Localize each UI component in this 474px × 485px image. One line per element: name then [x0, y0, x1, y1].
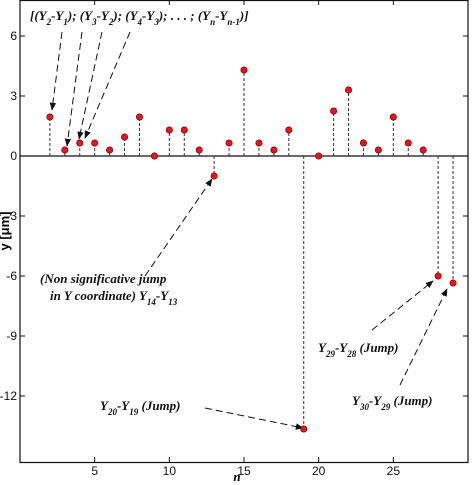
- stem-marker: [419, 146, 427, 154]
- stem-marker: [404, 139, 412, 147]
- annotation-part: )]: [239, 8, 249, 23]
- stem-marker: [330, 107, 338, 115]
- y-tick-label: 6: [10, 29, 17, 43]
- annotation-part: 13: [168, 297, 178, 307]
- stem-marker: [240, 66, 248, 74]
- stem-marker: [106, 146, 114, 154]
- y-tick-label: -9: [6, 329, 17, 343]
- annotation-part: 1: [63, 17, 68, 27]
- y-tick-label: 3: [10, 89, 17, 103]
- stem-marker: [210, 172, 218, 180]
- annotation-part: 19: [129, 407, 139, 417]
- annotation-part: 2: [46, 17, 52, 27]
- annotation-part: 20: [107, 407, 118, 417]
- stem-marker: [150, 152, 158, 160]
- annotation-part: -Y: [117, 398, 130, 413]
- annotation-part: -Y: [215, 8, 228, 23]
- x-tick-label: 25: [387, 464, 401, 478]
- annotation: [(Y2-Y1); (Y3-Y2); (Y4-Y3); . . . ; (Yn-…: [30, 8, 249, 27]
- annotation: (Non significative jump: [40, 271, 167, 286]
- stem-marker: [389, 113, 397, 121]
- x-tick-label: 20: [312, 464, 326, 478]
- annotation-part: 2: [108, 17, 114, 27]
- x-tick-label: 15: [237, 464, 251, 478]
- y-axis-label: y [μm]: [0, 211, 12, 250]
- annotation-part: 28: [346, 349, 357, 359]
- x-axis-label: n: [233, 469, 240, 484]
- annotation-part: -Y: [156, 288, 169, 303]
- stem-marker: [91, 139, 99, 147]
- arrow: [399, 288, 448, 386]
- annotation-part: (Non significative jump: [40, 271, 167, 286]
- stem-marker: [225, 139, 233, 147]
- stem-marker: [165, 126, 173, 134]
- arrow: [144, 178, 213, 277]
- annotation-part: (Jump): [390, 393, 432, 408]
- annotation-part: (Jump): [138, 398, 180, 413]
- stem-marker: [255, 139, 263, 147]
- annotation-part: 29: [380, 402, 391, 412]
- annotation-part: -Y: [97, 8, 110, 23]
- stem-marker: [195, 146, 203, 154]
- annotation-part: n: [210, 17, 215, 27]
- annotation-part: Y: [318, 340, 327, 355]
- annotation-part: (Jump): [356, 340, 398, 355]
- annotation-part: n-1: [227, 17, 240, 27]
- x-tick-label: 10: [163, 464, 177, 478]
- annotation-part: ); . . . ; (Y: [158, 8, 211, 23]
- annotation-part: 29: [325, 349, 336, 359]
- stem-marker: [345, 86, 353, 94]
- arrow: [77, 31, 103, 140]
- stem-marker: [449, 279, 457, 287]
- stem-marker: [46, 113, 54, 121]
- annotation: Y20-Y19 (Jump): [100, 398, 180, 417]
- arrow: [84, 31, 131, 139]
- annotation-part: ); (Y: [112, 8, 138, 23]
- arrow: [204, 407, 304, 430]
- y-tick-label: -6: [6, 269, 17, 283]
- annotation-part: -Y: [51, 8, 64, 23]
- arrow: [49, 31, 63, 111]
- annotation-part: -Y: [142, 8, 155, 23]
- annotation-arrows: [49, 31, 448, 430]
- y-tick-label: -3: [6, 209, 17, 223]
- annotation-part: [(Y: [30, 8, 48, 23]
- annotation: Y30-Y29 (Jump): [352, 393, 432, 412]
- arrow: [64, 31, 83, 147]
- annotation-part: 3: [91, 17, 97, 27]
- annotation-part: 14: [147, 297, 157, 307]
- annotation: in Y coordinate) Y14-Y13: [50, 288, 178, 307]
- stem-marker: [374, 146, 382, 154]
- annotation-part: 30: [359, 402, 370, 412]
- stem-marker: [270, 146, 278, 154]
- y-tick-label: 0: [10, 149, 17, 163]
- stem-marker: [121, 133, 129, 141]
- y-tick-label: -12: [0, 389, 17, 403]
- x-tick-label: 5: [91, 464, 98, 478]
- annotation-part: -Y: [335, 340, 348, 355]
- annotation-part: ); (Y: [67, 8, 93, 23]
- annotation-part: Y: [352, 393, 361, 408]
- stem-marker: [135, 113, 143, 121]
- stem-marker: [434, 272, 442, 280]
- annotation-part: -Y: [369, 393, 382, 408]
- stem-marker: [76, 139, 84, 147]
- stem-marker: [180, 126, 188, 134]
- stem-marker: [61, 146, 69, 154]
- annotation: Y29-Y28 (Jump): [318, 340, 398, 359]
- annotation-part: 3: [153, 17, 159, 27]
- stem-marker: [285, 126, 293, 134]
- stem-marker: [315, 152, 323, 160]
- arrow: [371, 280, 434, 331]
- stem-marker: [359, 139, 367, 147]
- stem-marker: [300, 425, 308, 433]
- annotation-part: 4: [137, 17, 143, 27]
- annotation-part: Y: [100, 398, 109, 413]
- annotation-part: in Y coordinate) Y: [50, 288, 148, 303]
